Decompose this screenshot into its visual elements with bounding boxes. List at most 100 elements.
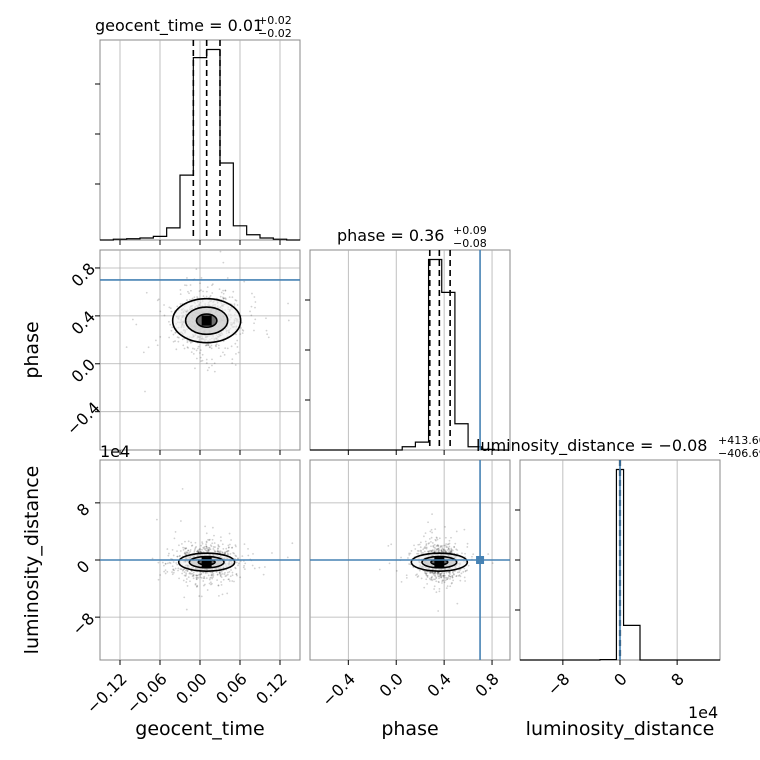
sample-point <box>437 545 440 548</box>
sample-point <box>199 548 202 551</box>
sample-point <box>456 571 459 574</box>
sample-point <box>195 578 198 580</box>
sample-point <box>440 576 443 579</box>
x-tick-label: −0.4 <box>318 669 359 710</box>
sample-point <box>233 552 235 555</box>
sample-point <box>181 338 184 341</box>
sample-point <box>194 367 196 370</box>
sample-point <box>418 569 421 572</box>
sample-point <box>443 574 446 577</box>
sample-point <box>408 563 411 565</box>
sample-point <box>427 550 429 553</box>
sample-point <box>169 307 172 310</box>
sample-point <box>204 549 207 552</box>
sample-point <box>157 561 160 564</box>
sample-point <box>196 550 198 553</box>
sample-point <box>184 540 186 543</box>
sample-point <box>159 336 162 338</box>
sample-point <box>198 573 201 576</box>
sample-point <box>457 574 460 577</box>
sample-point <box>171 573 174 576</box>
sample-point <box>431 549 434 552</box>
sample-point <box>224 575 227 578</box>
sample-point <box>430 545 432 548</box>
sample-point <box>202 577 205 580</box>
sample-point <box>236 574 238 577</box>
sample-point <box>220 581 222 583</box>
sample-point <box>231 358 234 361</box>
sample-point <box>436 548 439 551</box>
sample-point <box>186 346 189 348</box>
sample-point <box>234 364 237 366</box>
sample-point <box>135 323 138 326</box>
sample-point <box>430 571 433 574</box>
sample-point <box>199 349 202 352</box>
sample-point <box>213 549 216 552</box>
sample-point <box>227 550 230 552</box>
sample-point <box>440 549 443 552</box>
sample-point <box>205 358 208 361</box>
sample-point <box>196 347 199 350</box>
sample-point <box>205 540 208 543</box>
sample-point <box>211 542 214 545</box>
sample-point <box>443 581 446 584</box>
sample-point <box>151 557 154 560</box>
sample-point <box>254 306 256 309</box>
sample-point <box>434 575 437 578</box>
sample-point <box>207 344 210 347</box>
sample-point <box>450 550 453 552</box>
sample-point <box>432 549 434 552</box>
sample-point <box>466 569 468 572</box>
sample-point <box>432 572 435 575</box>
sample-point <box>435 576 438 579</box>
sample-point <box>442 574 445 577</box>
sample-point <box>408 553 411 556</box>
sample-point <box>186 551 188 553</box>
sample-point <box>266 333 269 336</box>
sample-point <box>171 565 174 568</box>
sample-point <box>199 550 201 553</box>
sample-point <box>182 579 185 582</box>
sample-point <box>189 284 192 286</box>
sample-point <box>218 550 221 553</box>
sample-point <box>218 571 221 574</box>
x-tick-label: 0.0 <box>376 669 407 700</box>
x-axis-label-geocent-time: geocent_time <box>135 718 264 740</box>
title-luminosity-distance: luminosity_distance = −0.08 +413.60 −406… <box>476 434 760 460</box>
sample-point <box>192 573 195 576</box>
y-axis-label-luminosity-distance: luminosity_distance <box>21 466 43 655</box>
sample-point <box>181 569 184 572</box>
sample-point <box>164 562 167 565</box>
sample-point <box>192 571 195 574</box>
sample-point <box>241 328 244 331</box>
offset-text-luminosity-distance-y: 1e4 <box>100 442 130 461</box>
sample-point <box>221 551 224 554</box>
panel-luminosity-distance-vs-phase <box>309 459 511 665</box>
sample-point <box>183 552 186 555</box>
sample-point <box>430 576 433 579</box>
x-tick-label: 0.8 <box>471 669 502 700</box>
sample-point <box>234 544 237 547</box>
sample-point <box>223 573 226 576</box>
sample-point <box>410 550 413 552</box>
panel-content <box>100 250 300 393</box>
sample-point <box>420 550 422 553</box>
sample-point <box>459 575 462 578</box>
sample-point <box>208 546 211 549</box>
title-luminosity-distance-minus: −406.69 <box>718 447 760 460</box>
sample-point <box>414 548 417 550</box>
sample-point <box>435 591 438 594</box>
sample-point <box>271 552 273 554</box>
sample-point <box>185 551 188 554</box>
sample-point <box>428 577 431 580</box>
y-tick-label: −0.4 <box>63 398 104 439</box>
sample-point <box>233 303 236 306</box>
sample-point <box>189 550 192 553</box>
sample-point <box>236 304 239 306</box>
sample-point <box>163 304 165 306</box>
sample-point <box>449 585 452 588</box>
sample-point <box>131 318 134 321</box>
sample-point <box>195 574 198 577</box>
sample-point <box>203 548 206 551</box>
sample-point <box>208 549 210 552</box>
